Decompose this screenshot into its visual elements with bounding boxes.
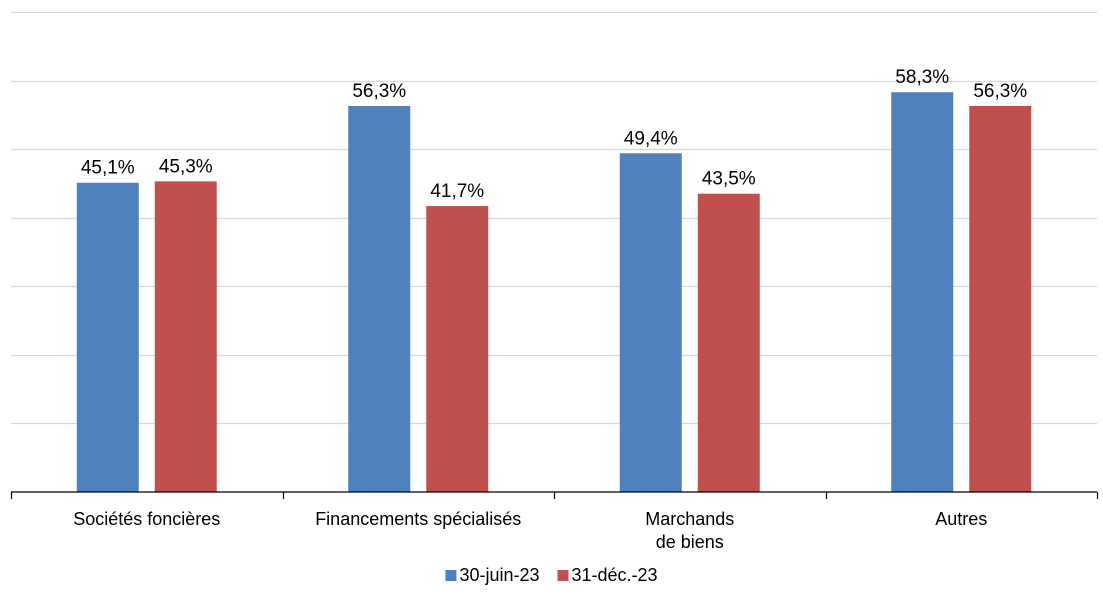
data-label: 41,7% [430,181,484,202]
category-label: Marchands [645,509,734,529]
bar [426,206,489,493]
category-label: Financements spécialisés [315,509,521,529]
data-label: 43,5% [702,169,756,190]
bar [969,105,1032,492]
legend-label: 31-déc.-23 [572,565,658,585]
data-labels: 45,1% 45,3% 56,3% 41,7% 49,4% 43,5% 58,3% 56,3% [81,67,1027,202]
legend-label: 30-juin-23 [459,565,539,585]
bar [348,105,411,492]
category-label: Sociétés foncières [73,509,220,529]
category-label: de biens [656,532,724,552]
bar [76,182,139,492]
data-label: 49,4% [624,128,678,149]
data-label: 45,1% [81,158,135,179]
legend: 30-juin-23 31-déc.-23 [445,565,658,585]
bar [154,181,217,492]
data-label: 56,3% [973,81,1027,102]
legend-item: 30-juin-23 [445,565,540,585]
data-label: 58,3% [895,67,949,88]
legend-swatch [557,570,569,581]
x-axis [10,491,1099,499]
legend-item: 31-déc.-23 [557,565,658,585]
category-label: Autres [935,509,987,529]
bar [619,153,682,492]
bars [76,92,1032,493]
legend-swatch [445,570,457,581]
bar [697,193,760,492]
bar [891,92,954,492]
data-label: 45,3% [159,156,213,177]
data-label: 56,3% [352,81,406,102]
category-labels: Sociétés foncières Financements spécialis… [73,509,987,552]
legend-items: 30-juin-23 31-déc.-23 [445,565,658,585]
